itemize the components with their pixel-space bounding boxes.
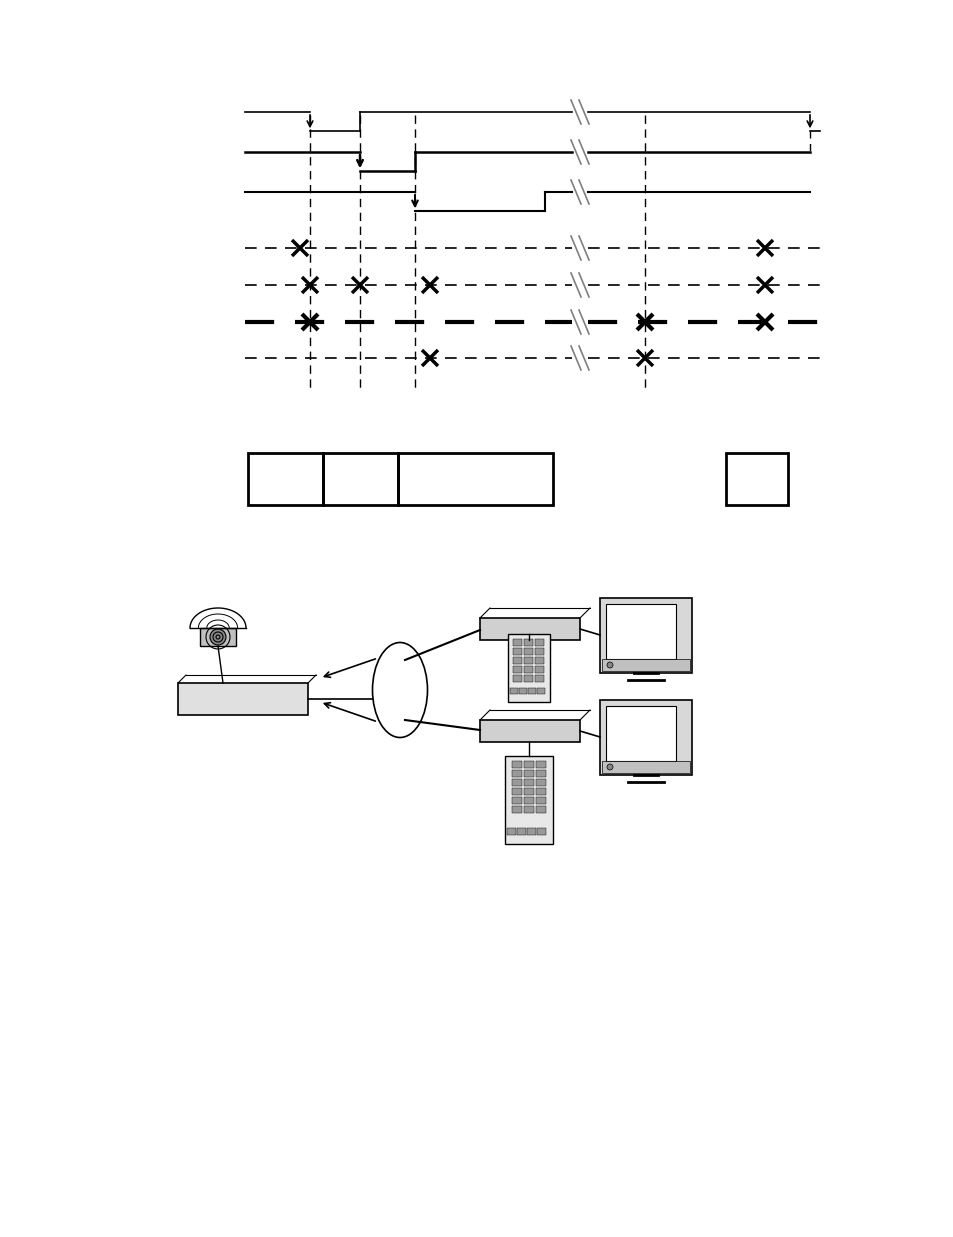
Bar xyxy=(513,648,521,656)
Bar xyxy=(513,666,521,673)
Bar xyxy=(523,666,533,673)
Bar xyxy=(535,675,543,682)
Circle shape xyxy=(213,632,223,642)
Bar xyxy=(518,688,526,694)
Bar xyxy=(599,700,691,776)
Bar xyxy=(535,648,543,656)
Circle shape xyxy=(210,628,226,644)
Bar xyxy=(535,666,543,673)
Bar xyxy=(536,761,545,768)
Bar xyxy=(517,828,525,835)
Bar xyxy=(507,635,550,703)
Bar xyxy=(479,720,579,742)
Bar xyxy=(513,657,521,664)
Bar xyxy=(512,779,521,785)
Bar xyxy=(537,688,544,694)
Bar xyxy=(504,756,553,844)
Bar xyxy=(510,688,517,694)
Bar xyxy=(537,828,545,835)
Bar xyxy=(536,807,545,813)
Bar xyxy=(605,604,676,659)
Circle shape xyxy=(215,635,220,640)
Bar xyxy=(512,807,521,813)
Bar xyxy=(397,453,553,505)
Bar xyxy=(523,788,534,795)
Circle shape xyxy=(606,764,613,769)
Bar xyxy=(523,769,534,777)
Bar xyxy=(523,657,533,664)
Bar xyxy=(479,618,579,640)
Bar xyxy=(527,688,536,694)
Bar xyxy=(200,628,235,646)
Bar xyxy=(536,779,545,785)
Bar xyxy=(178,683,308,715)
Bar xyxy=(535,640,543,646)
Bar xyxy=(512,797,521,804)
Bar xyxy=(523,807,534,813)
Bar xyxy=(536,797,545,804)
Bar xyxy=(523,675,533,682)
Bar xyxy=(601,659,689,670)
Bar xyxy=(725,453,787,505)
Bar xyxy=(523,761,534,768)
Bar xyxy=(601,761,689,773)
Bar xyxy=(535,657,543,664)
Bar xyxy=(506,828,516,835)
Bar xyxy=(523,648,533,656)
Bar xyxy=(605,706,676,761)
Bar xyxy=(512,769,521,777)
Bar xyxy=(599,597,691,673)
Bar xyxy=(523,797,534,804)
Bar xyxy=(512,761,521,768)
Bar xyxy=(248,453,323,505)
Bar xyxy=(513,640,521,646)
Bar xyxy=(523,779,534,785)
Bar xyxy=(323,453,397,505)
Bar xyxy=(513,675,521,682)
Bar xyxy=(526,828,536,835)
Circle shape xyxy=(606,662,613,668)
Bar xyxy=(512,788,521,795)
Bar xyxy=(523,640,533,646)
Bar xyxy=(536,788,545,795)
Bar xyxy=(536,769,545,777)
